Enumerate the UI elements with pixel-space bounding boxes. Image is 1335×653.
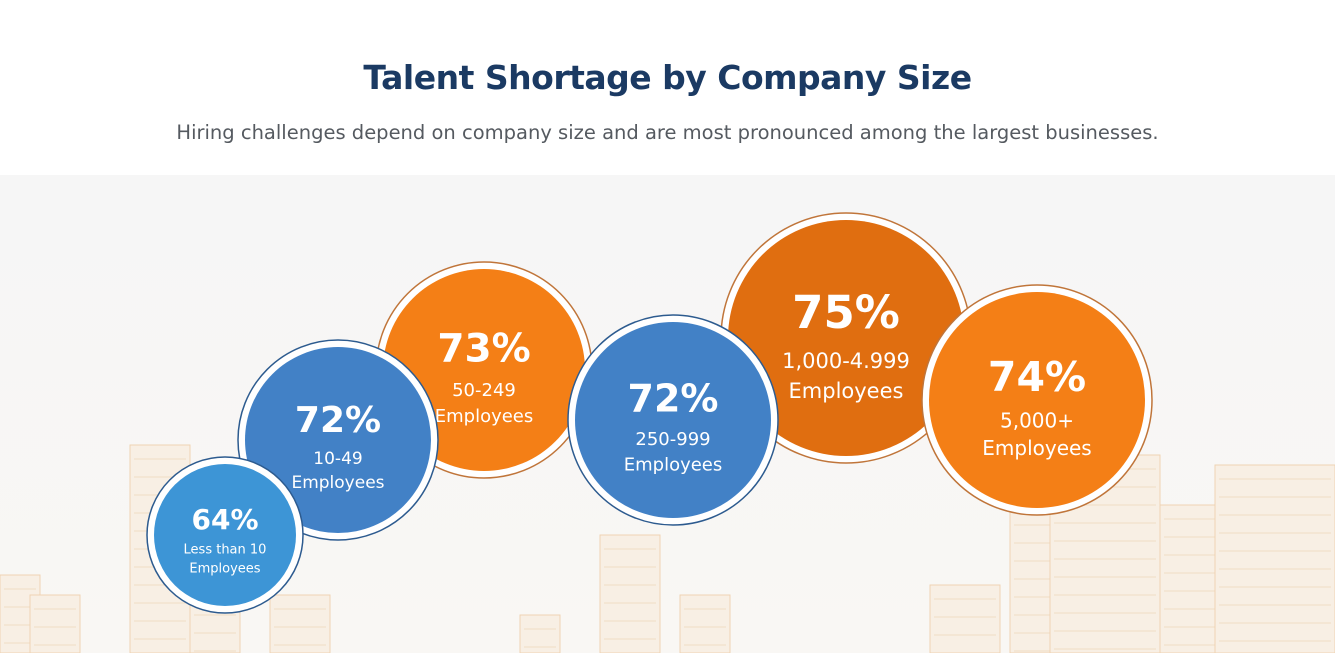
bubble-category-line1: 10-49 <box>313 449 362 469</box>
bubble-value-label: 75% <box>792 286 900 339</box>
bubble-3: 72% 250-999 Employees <box>567 314 779 526</box>
header: Talent Shortage by Company Size Hiring c… <box>0 0 1335 175</box>
bubble-fill <box>575 322 771 518</box>
page-subtitle: Hiring challenges depend on company size… <box>176 121 1159 144</box>
bubble-category-line2: Employees <box>435 406 534 427</box>
bubble-0: 64% Less than 10 Employees <box>146 456 304 614</box>
bubble-category-line1: 50-249 <box>452 380 516 401</box>
bubble-category-line2: Employees <box>189 561 260 576</box>
bubble-category-line2: Employees <box>624 454 723 475</box>
building-outline <box>1214 464 1335 653</box>
bubble-fill <box>154 464 296 606</box>
bubble-category-line2: Employees <box>291 473 384 493</box>
bubble-value-label: 74% <box>988 353 1086 401</box>
bubble-4: 75% 1,000-4.999 Employees <box>720 212 972 464</box>
bubble-category-line1: Less than 10 <box>184 543 267 558</box>
bubble-category-line1: 250-999 <box>635 429 710 450</box>
bubble-category-line2: Employees <box>982 436 1091 460</box>
bubble-5: 74% 5,000+ Employees <box>921 284 1153 516</box>
bubble-fill <box>929 292 1145 508</box>
bubble-category-line1: 1,000-4.999 <box>782 349 910 373</box>
bubble-category-line1: 5,000+ <box>1000 409 1074 433</box>
building-outline <box>679 594 731 653</box>
page-title: Talent Shortage by Company Size <box>363 58 972 97</box>
bubble-value-label: 64% <box>191 503 258 536</box>
bubble-value-label: 73% <box>437 326 530 371</box>
building-outline <box>929 584 1001 653</box>
building-outline <box>599 534 661 653</box>
bubble-category-line2: Employees <box>789 379 904 403</box>
building-outline <box>269 594 331 653</box>
bubble-1: 72% 10-49 Employees <box>237 339 439 541</box>
building-outline <box>29 594 81 653</box>
bubble-value-label: 72% <box>628 377 719 421</box>
bubble-fill <box>245 347 431 533</box>
bubble-value-label: 72% <box>295 400 381 441</box>
bubble-fill <box>728 220 964 456</box>
